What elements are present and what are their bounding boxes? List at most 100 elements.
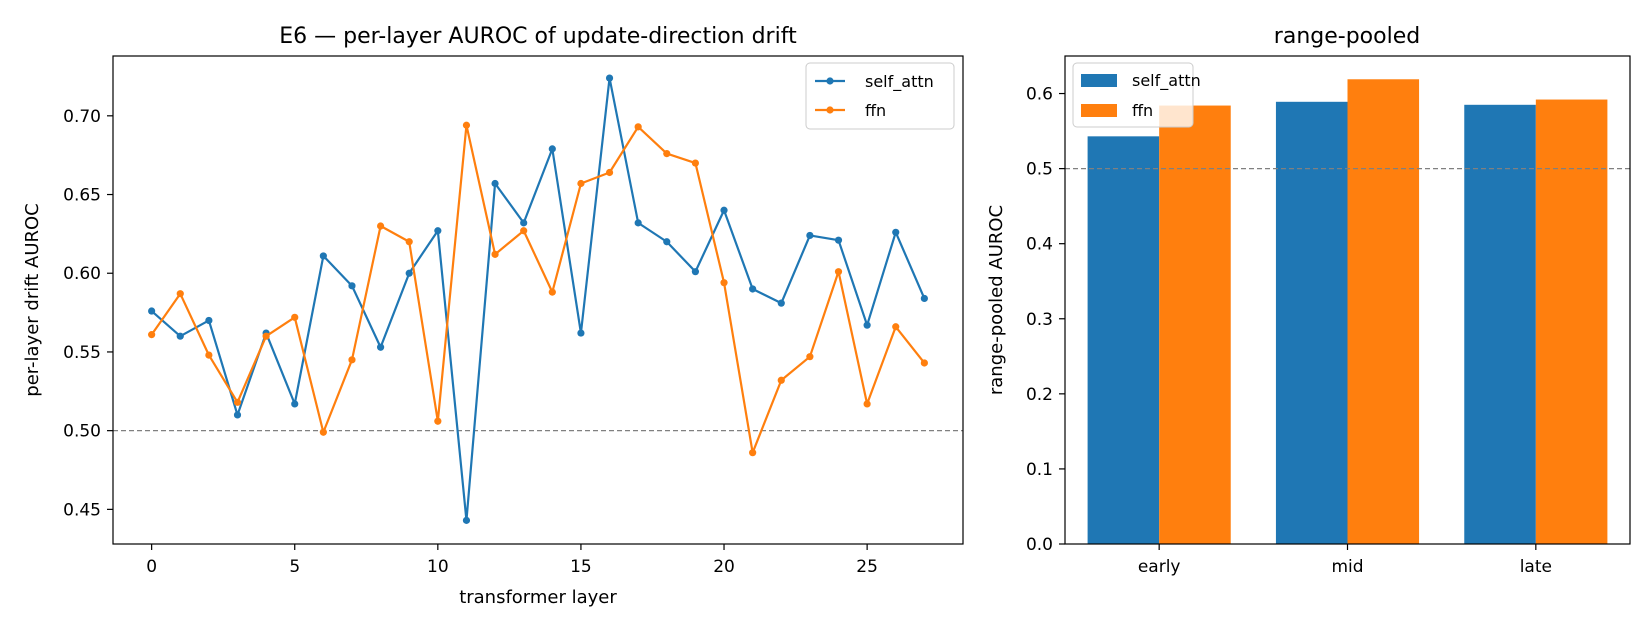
data-point-ffn — [720, 279, 728, 287]
data-point-ffn — [548, 288, 556, 296]
bar-chart: range-pooled early mid late 0.00.10.20.30.… — [986, 24, 1631, 577]
category-label: late — [1520, 557, 1552, 577]
legend-ffn-marker — [826, 106, 834, 114]
line-chart-y-ticks: 0.45 0.50 0.55 0.60 0.65 0.70 — [63, 107, 113, 520]
y-tick-label: 0.0 — [1026, 535, 1053, 555]
x-tick-label: 5 — [289, 557, 300, 577]
data-point-ffn — [691, 159, 700, 167]
data-point-ffn — [148, 331, 156, 339]
bar-chart-title: range-pooled — [1274, 24, 1420, 49]
data-point-ffn — [462, 121, 471, 129]
data-point-self-attn — [291, 400, 299, 408]
bar-legend-self-attn-label: self_attn — [1132, 71, 1201, 91]
data-point-self-attn — [577, 329, 585, 337]
line-chart-plot-frame — [112, 55, 964, 545]
legend-self-attn-label: self_attn — [865, 72, 934, 92]
y-tick-label: 0.4 — [1026, 235, 1053, 255]
data-point-self-attn — [348, 282, 356, 290]
data-point-self-attn — [205, 316, 213, 325]
data-point-ffn — [806, 353, 814, 361]
bar-legend-ffn-swatch — [1081, 104, 1117, 117]
data-point-self-attn — [176, 332, 184, 340]
bar-self-attn-late — [1464, 104, 1536, 545]
data-point-ffn — [863, 400, 871, 408]
data-point-self-attn — [548, 145, 556, 153]
bar-chart-y-axis-label: range-pooled AUROC — [986, 205, 1007, 395]
data-point-ffn — [892, 323, 900, 331]
series-line-ffn — [150, 124, 926, 454]
bar-ffn-mid — [1347, 79, 1420, 544]
line-chart-legend-box — [805, 62, 955, 130]
x-tick-label: 25 — [856, 557, 878, 577]
line-chart-y-axis-label: per-layer drift AUROC — [22, 203, 43, 396]
line-chart-legend: self_attn ffn — [805, 62, 955, 130]
y-tick-label: 0.6 — [1026, 85, 1053, 105]
x-tick-label: 15 — [570, 557, 592, 577]
data-point-ffn — [205, 351, 213, 359]
bar-ffn-late — [1535, 99, 1608, 544]
bar-legend-ffn-label: ffn — [1132, 101, 1153, 120]
data-point-ffn — [176, 290, 184, 298]
bar-chart-x-ticks: early mid late — [1138, 544, 1552, 577]
data-point-ffn — [663, 150, 671, 158]
line-chart-x-ticks: 0 5 10 15 20 25 — [146, 544, 878, 577]
data-point-ffn — [834, 268, 843, 276]
data-point-ffn — [348, 356, 356, 364]
data-point-self-attn — [520, 219, 528, 227]
data-point-self-attn — [749, 285, 757, 293]
data-point-self-attn — [806, 231, 814, 240]
y-tick-label: 0.70 — [63, 107, 101, 127]
data-point-ffn — [520, 227, 528, 235]
data-point-ffn — [777, 376, 785, 384]
data-point-ffn — [291, 313, 299, 321]
data-point-self-attn — [491, 179, 499, 188]
data-point-self-attn — [434, 227, 442, 235]
data-point-self-attn — [319, 252, 327, 260]
line-chart-title: E6 — per-layer AUROC of update-direction… — [279, 24, 797, 49]
y-tick-label: 0.5 — [1026, 160, 1053, 180]
y-tick-label: 0.50 — [63, 422, 101, 442]
bar-legend-self-attn-swatch — [1081, 74, 1117, 87]
line-chart-x-axis-label: transformer layer — [459, 587, 617, 608]
y-tick-label: 0.55 — [63, 343, 101, 363]
line-chart: E6 — per-layer AUROC of update-direction… — [22, 24, 964, 608]
y-tick-label: 0.1 — [1026, 460, 1053, 480]
bar-self-attn-early — [1087, 136, 1160, 544]
data-point-ffn — [233, 398, 242, 406]
data-point-self-attn — [462, 516, 471, 524]
data-point-self-attn — [233, 411, 242, 419]
data-point-self-attn — [720, 206, 728, 214]
data-point-ffn — [319, 428, 327, 436]
data-point-self-attn — [834, 236, 843, 244]
y-tick-label: 0.45 — [63, 500, 101, 520]
data-point-self-attn — [663, 238, 671, 246]
data-point-self-attn — [148, 307, 156, 315]
y-tick-label: 0.60 — [63, 264, 101, 284]
data-point-self-attn — [892, 228, 900, 236]
data-point-self-attn — [376, 343, 385, 351]
data-point-self-attn — [691, 268, 700, 276]
data-point-self-attn — [405, 269, 413, 277]
x-tick-label: 10 — [427, 557, 449, 577]
x-tick-label: 20 — [713, 557, 735, 577]
data-point-self-attn — [634, 219, 642, 227]
data-point-ffn — [605, 168, 614, 177]
legend-ffn-label: ffn — [865, 101, 886, 120]
category-label: early — [1138, 557, 1181, 577]
category-label: mid — [1331, 557, 1363, 577]
y-tick-label: 0.2 — [1026, 385, 1053, 405]
bar-chart-y-ticks: 0.0 0.1 0.2 0.3 0.4 0.5 0.6 — [1026, 85, 1065, 555]
bar-self-attn-mid — [1275, 101, 1348, 544]
bar-ffn-early — [1159, 105, 1231, 544]
data-point-ffn — [920, 359, 928, 367]
data-point-ffn — [405, 238, 413, 246]
x-tick-label: 0 — [146, 557, 157, 577]
data-point-self-attn — [863, 321, 871, 329]
data-point-ffn — [577, 179, 585, 188]
data-point-ffn — [262, 332, 270, 340]
data-point-ffn — [376, 222, 385, 230]
bar-chart-bars-group — [1087, 79, 1608, 545]
data-point-ffn — [434, 417, 442, 425]
data-point-ffn — [491, 250, 499, 258]
